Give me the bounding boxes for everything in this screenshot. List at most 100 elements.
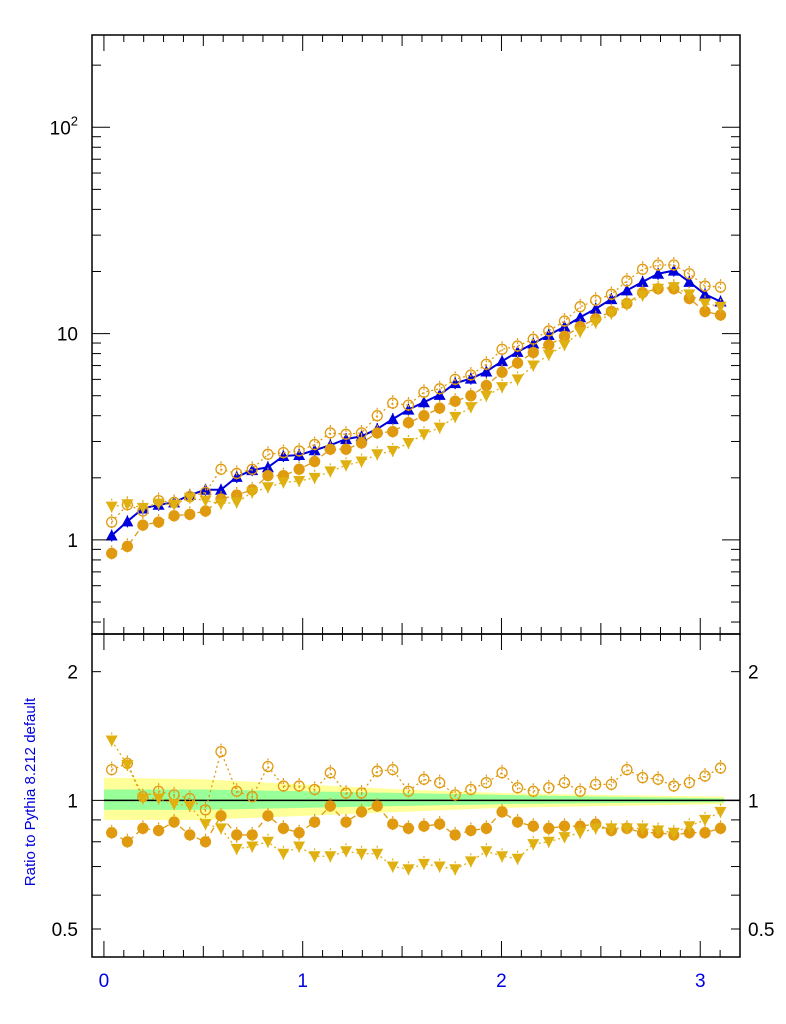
y-tick-label-right: 0.5 (748, 920, 774, 941)
data-point (417, 858, 430, 870)
data-point (527, 820, 539, 832)
data-point (418, 386, 430, 398)
data-point (230, 497, 243, 509)
data-point (355, 437, 368, 449)
data-point (699, 288, 712, 300)
data-point (387, 818, 399, 830)
data-point (527, 360, 540, 372)
upper-panel: 1 10 102 (50, 34, 741, 635)
data-point (402, 399, 415, 411)
data-point (308, 472, 321, 484)
data-point (511, 816, 524, 828)
data-point (511, 357, 524, 369)
data-point (402, 417, 415, 429)
data-point (277, 477, 290, 489)
y-tick-label-right: 2 (748, 663, 759, 684)
data-point (340, 816, 352, 828)
data-point (293, 476, 306, 488)
series-line (111, 264, 721, 523)
series-line (111, 749, 721, 811)
data-point (667, 282, 680, 294)
data-point (465, 369, 477, 381)
data-point (105, 529, 118, 541)
data-point (417, 396, 430, 408)
series-line (111, 269, 721, 537)
series-gold-down-triangles-dotted (105, 279, 727, 516)
data-point (387, 397, 399, 409)
data-point (683, 776, 695, 789)
data-point (542, 328, 555, 340)
data-point (683, 289, 696, 301)
data-point (558, 330, 571, 342)
data-point (558, 776, 571, 789)
data-point (605, 778, 618, 790)
series-line (111, 286, 721, 509)
data-point (137, 519, 149, 531)
data-point (246, 487, 259, 499)
data-point (449, 411, 462, 423)
data-point (620, 299, 633, 311)
data-point (215, 810, 227, 822)
series-filled-orange-circles-dashed (106, 280, 727, 562)
data-point (340, 846, 353, 858)
data-point (121, 499, 134, 511)
data-point (308, 455, 321, 468)
data-point (371, 449, 384, 461)
data-point (215, 483, 228, 495)
data-point (589, 823, 602, 835)
data-point (527, 346, 539, 359)
data-point (106, 547, 118, 560)
data-point (449, 377, 462, 389)
data-point (199, 836, 212, 848)
data-point (511, 340, 524, 352)
data-point (386, 445, 399, 457)
data-point (511, 853, 524, 865)
data-point (324, 851, 337, 863)
data-point (480, 776, 493, 789)
data-point (527, 333, 539, 345)
data-point (152, 516, 165, 528)
data-point (605, 823, 618, 835)
data-point (121, 836, 134, 848)
data-point (246, 829, 258, 841)
data-point (465, 783, 477, 796)
y-tick-label-right: 1 (748, 791, 759, 812)
data-point (386, 413, 399, 425)
data-point (652, 259, 664, 271)
data-point (168, 499, 181, 511)
data-point (417, 429, 430, 441)
data-point (168, 816, 180, 828)
data-point (590, 778, 602, 790)
data-point (621, 275, 633, 287)
data-point (574, 827, 587, 839)
data-point (293, 780, 305, 792)
data-point (261, 836, 274, 848)
data-point (183, 800, 196, 812)
data-point (387, 763, 399, 776)
data-point (355, 456, 368, 468)
data-point (215, 745, 227, 758)
data-point (277, 848, 290, 860)
x-tick-label: 0 (99, 971, 110, 992)
data-point (480, 390, 493, 402)
data-point (464, 402, 477, 414)
data-point (574, 326, 587, 338)
data-point (246, 791, 258, 803)
data-point (589, 302, 602, 314)
data-point (667, 827, 680, 839)
data-point (106, 516, 118, 528)
data-point (184, 829, 196, 841)
data-point (605, 288, 618, 300)
data-point (496, 767, 508, 779)
data-point (355, 787, 368, 799)
data-point (371, 410, 383, 422)
y-tick-label-left: 1 (67, 791, 78, 812)
data-point (183, 492, 196, 504)
data-point (714, 822, 727, 834)
data-point (386, 861, 399, 873)
data-point (277, 446, 290, 459)
data-point (262, 469, 274, 482)
data-point (261, 461, 274, 473)
data-point (168, 510, 180, 522)
data-point (293, 445, 305, 457)
